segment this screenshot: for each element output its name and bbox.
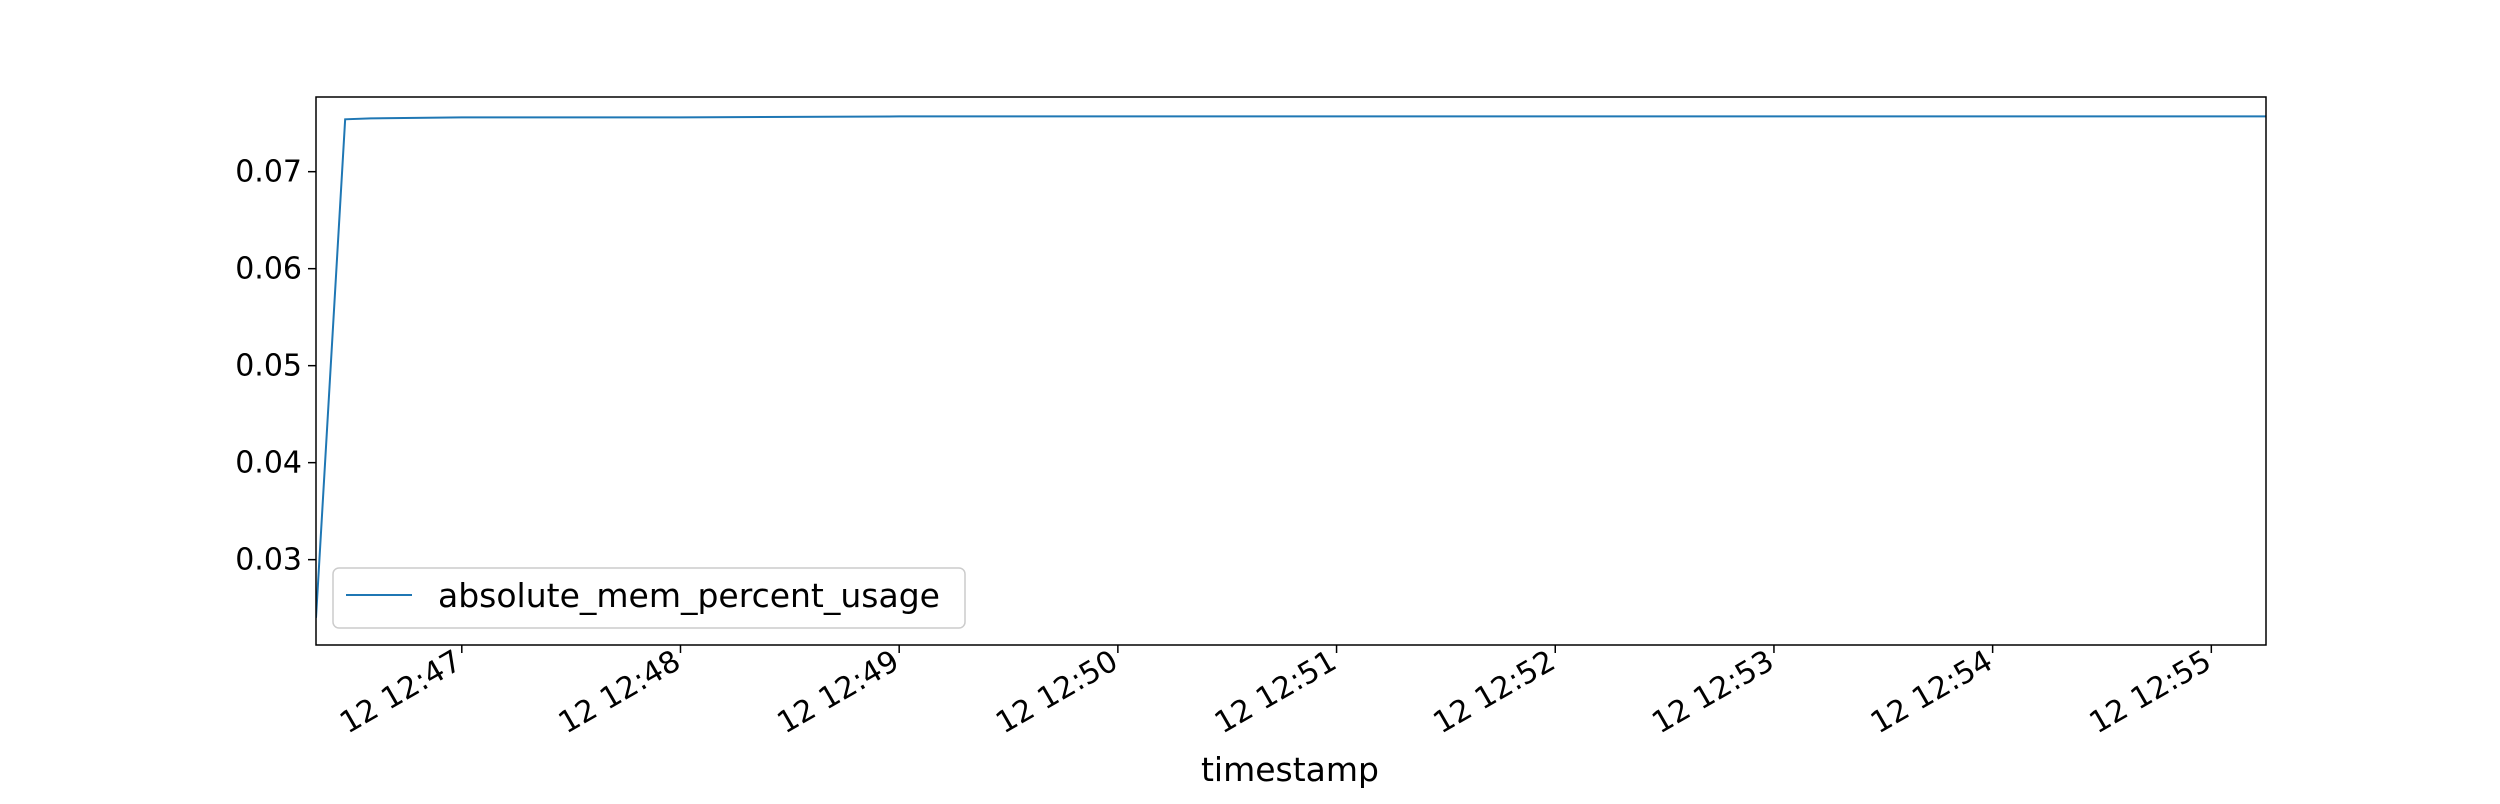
y-tick-label: 0.03 (235, 543, 302, 578)
x-tick-label: 12 12:52 (1428, 644, 1562, 741)
y-axis-ticks: 0.03 0.04 0.05 0.06 0.07 (235, 155, 316, 578)
legend-label: absolute_mem_percent_usage (438, 576, 940, 615)
series-layer (316, 115, 2266, 618)
x-tick-label: 12 12:50 (990, 644, 1124, 741)
x-tick-label: 12 12:47 (334, 644, 468, 741)
x-tick-label: 12 12:51 (1209, 644, 1343, 741)
y-tick-label: 0.06 (235, 252, 302, 287)
legend: absolute_mem_percent_usage (332, 567, 966, 629)
x-tick-label: 12 12:53 (1646, 644, 1780, 741)
x-tick-label: 12 12:48 (553, 644, 687, 741)
x-tick-label: 12 12:49 (771, 644, 905, 741)
y-tick-label: 0.05 (235, 349, 302, 384)
legend-box (332, 567, 966, 629)
y-tick-label: 0.04 (235, 446, 302, 481)
x-axis-ticks: 12 12:47 12 12:48 12 12:49 12 12:50 12 12:51… (334, 644, 2217, 741)
x-tick-label: 12 12:54 (1865, 644, 1999, 741)
x-tick-label: 12 12:55 (2084, 644, 2218, 741)
plot-frame (315, 96, 2267, 646)
y-tick-label: 0.07 (235, 155, 302, 190)
series-line (316, 115, 2266, 618)
x-axis-label: timestamp (1201, 750, 1379, 789)
plot-area (316, 97, 2266, 645)
